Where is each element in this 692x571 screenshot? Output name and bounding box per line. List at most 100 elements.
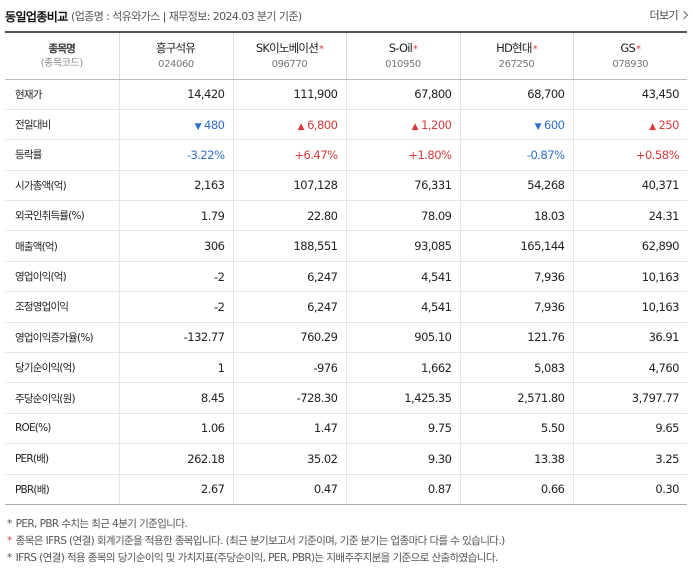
stock-column-header[interactable]: SK이노베이션* 096770 (232, 31, 346, 80)
table-cell: 78.09 (345, 200, 460, 232)
table-cell: 0.87 (345, 474, 460, 505)
cell-text: 5,083 (534, 360, 565, 375)
label-column-header: 종목명 (종목코드) (5, 31, 119, 80)
stock-name[interactable]: 흥구석유 (120, 41, 233, 57)
table-row: 시가총액(억) 2,163 107,128 76,331 54,268 40,371 (5, 170, 687, 202)
stock-column-header[interactable]: HD현대* 267250 (459, 31, 573, 80)
cell-text: 2.67 (200, 482, 225, 497)
stock-name[interactable]: GS* (574, 41, 688, 57)
cell-value: 43,450 (641, 87, 680, 102)
table-row: 영업이익증가율(%) -132.77 760.29 905.10 121.76 36.91 (5, 322, 687, 354)
cell-value: 35.02 (307, 452, 338, 466)
table-cell: 3.25 (572, 443, 687, 475)
table-cell: 165,144 (459, 230, 573, 262)
cell-text: 600 (544, 117, 565, 132)
cell-value: 3,797.77 (632, 391, 680, 405)
cell-text: 0.87 (427, 482, 452, 497)
cell-value: -976 (313, 361, 338, 375)
up-triangle-icon: ▲ (297, 121, 305, 132)
cell-value: 2,163 (194, 178, 225, 192)
header-row: 종목명 (종목코드) 흥구석유 024060 SK이노베이션* 096770 S-Oil… (5, 31, 688, 80)
table-row: 외국인취득률(%) 1.79 22.80 78.09 18.03 24.31 (5, 200, 687, 232)
cell-text: 43,450 (641, 87, 680, 102)
footnote-text: PER, PBR 수치는 최근 4분기 기준입니다. (15, 518, 188, 530)
cell-value: 107,128 (293, 178, 338, 193)
table-cell: 4,541 (345, 261, 460, 293)
table-cell: 24.31 (572, 200, 687, 232)
more-link[interactable]: 더보기 (649, 7, 689, 23)
cell-value: 10,163 (642, 300, 680, 314)
cell-text: 188,551 (293, 239, 338, 254)
table-cell: 262.18 (118, 443, 233, 475)
table-cell: +0.58% (572, 139, 687, 171)
cell-text: 4,541 (421, 269, 452, 284)
cell-value: 78.09 (421, 208, 452, 223)
table-cell: 0.30 (572, 474, 687, 505)
footnote: * 종목은 IFRS (연결) 회계기준을 적용한 종목입니다. (최근 분기보고… (7, 533, 687, 550)
cell-value: 1 (218, 361, 225, 375)
table-cell: 10,163 (572, 291, 687, 323)
table-cell: 43,450 (572, 79, 687, 110)
cell-value: 0.87 (428, 482, 452, 496)
cell-text: 1 (217, 360, 225, 375)
cell-value: ▲ 250 (649, 118, 679, 132)
cell-text: -728.30 (296, 391, 338, 406)
cell-text: 9.65 (655, 421, 679, 436)
cell-text: 4,541 (421, 299, 452, 314)
table-row: 영업이익(억) -2 6,247 4,541 7,936 10,163 (5, 261, 687, 293)
cell-text: 9.75 (427, 421, 452, 436)
stock-name[interactable]: SK이노베이션* (234, 41, 346, 57)
cell-value: 0.47 (314, 482, 338, 496)
stock-name[interactable]: S-Oil* (347, 41, 460, 57)
cell-text: 1,425.35 (404, 391, 452, 406)
row-label: 전일대비 (5, 109, 119, 141)
cell-text: 93,085 (414, 239, 452, 254)
stock-name-text: HD현대 (496, 40, 532, 55)
table-cell: 4,541 (345, 291, 460, 323)
cell-text: 22.80 (307, 208, 338, 223)
cell-text: 0.30 (655, 482, 679, 497)
stock-code: 078930 (612, 58, 649, 70)
cell-value: 68,700 (527, 87, 565, 101)
cell-value: 905.10 (414, 330, 452, 344)
cell-value: 76,331 (414, 178, 452, 192)
cell-value: -132.77 (184, 330, 225, 344)
cell-text: 1.06 (200, 421, 225, 436)
cell-value: 9.75 (428, 421, 452, 435)
cell-value: -2 (214, 300, 225, 314)
chevron-right-icon (679, 10, 689, 20)
table-cell: 121.76 (459, 322, 573, 354)
table-cell: 9.65 (572, 413, 687, 445)
footnote-mark: * (7, 535, 12, 547)
cell-value: 1,662 (421, 361, 452, 375)
row-label: 당기순이익(억) (5, 352, 119, 384)
cell-text: 78.09 (421, 208, 452, 223)
table-cell: -3.22% (118, 139, 233, 171)
cell-value: 4,541 (421, 269, 452, 284)
cell-value: 40,371 (642, 178, 680, 192)
cell-text: 5.50 (540, 421, 565, 436)
widget-title: 동일업종비교 (5, 10, 68, 24)
cell-value: 6,247 (307, 300, 338, 314)
up-triangle-icon: ▲ (649, 121, 656, 132)
label-col-name: 종목명 (48, 42, 76, 55)
table-cell: -976 (232, 352, 346, 384)
stock-code: 010950 (385, 58, 421, 70)
cell-value: ▼ 600 (535, 118, 565, 132)
stock-column-header[interactable]: S-Oil* 010950 (345, 31, 460, 80)
cell-text: 262.18 (187, 451, 225, 466)
stock-column-header[interactable]: 흥구석유 024060 (118, 31, 233, 80)
cell-value: 4,541 (421, 299, 452, 314)
row-label: PER(배) (5, 443, 119, 475)
row-label: 영업이익(억) (5, 261, 119, 293)
table-cell: 62,890 (572, 230, 687, 262)
cell-text: -132.77 (183, 330, 225, 345)
table-cell: 1,662 (345, 352, 460, 384)
cell-text: 6,800 (307, 117, 338, 132)
stock-column-header[interactable]: GS* 078930 (572, 31, 688, 80)
table-cell: 7,936 (459, 291, 573, 323)
stock-name[interactable]: HD현대* (461, 41, 573, 57)
cell-value: 18.03 (534, 209, 565, 223)
cell-value: 7,936 (534, 300, 565, 314)
cell-text: 107,128 (293, 178, 338, 193)
